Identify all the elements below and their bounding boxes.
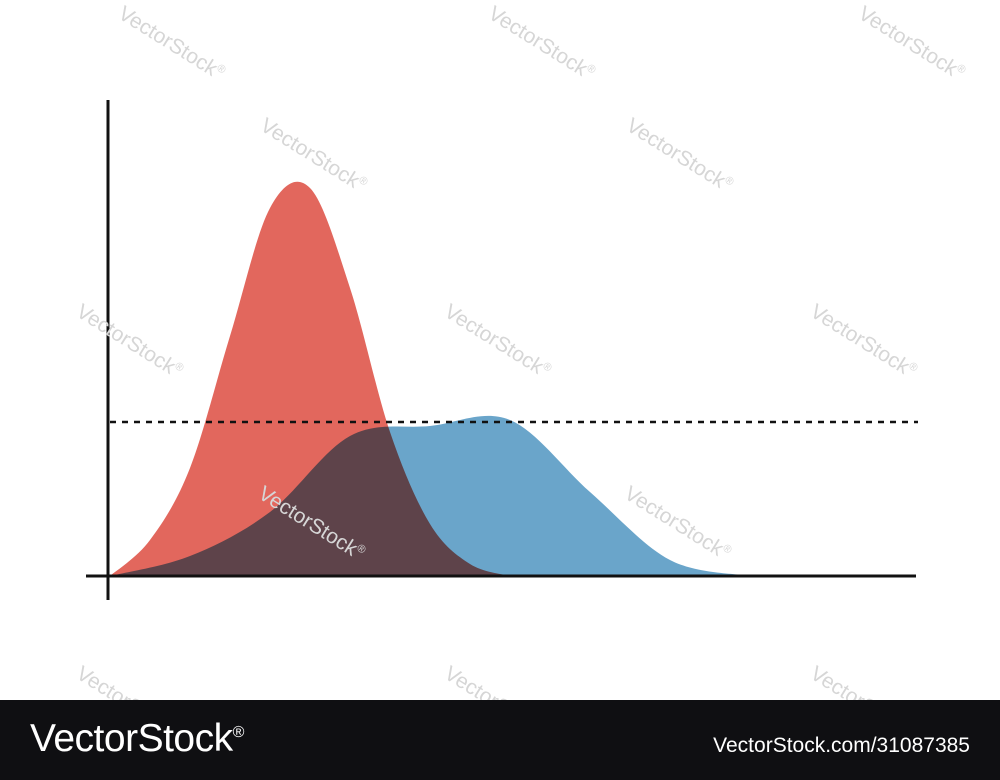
- footer-image-id: VectorStock.com/31087385: [713, 734, 970, 757]
- footer-bar: VectorStock® VectorStock.com/31087385: [0, 700, 1000, 780]
- footer-logo: VectorStock®: [30, 717, 244, 761]
- chart-areas: [110, 181, 750, 576]
- footer-logo-text: VectorStock: [30, 717, 233, 760]
- footer-logo-reg: ®: [232, 724, 245, 741]
- chart: [86, 100, 918, 600]
- area-series-1: [110, 181, 510, 576]
